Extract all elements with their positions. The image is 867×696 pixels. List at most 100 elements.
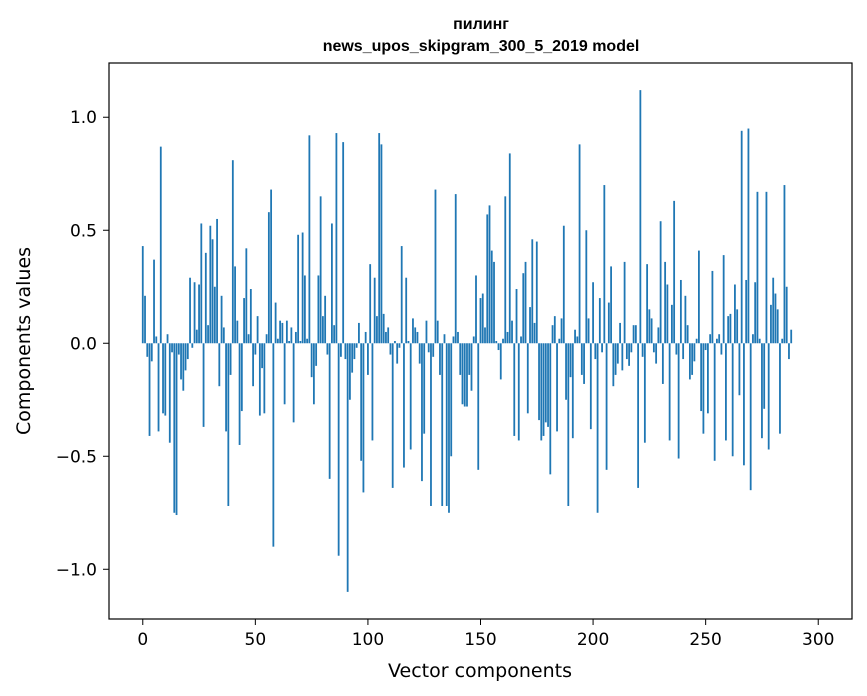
bar bbox=[569, 343, 572, 378]
bar bbox=[466, 343, 468, 407]
bar bbox=[722, 255, 725, 344]
bar bbox=[720, 343, 723, 355]
bar bbox=[254, 343, 257, 355]
bar bbox=[349, 343, 351, 400]
bar bbox=[220, 295, 223, 344]
bar bbox=[407, 341, 410, 344]
bar bbox=[783, 185, 786, 344]
bar bbox=[283, 343, 286, 405]
bar bbox=[655, 343, 658, 364]
bar bbox=[245, 248, 248, 344]
bar bbox=[756, 191, 759, 344]
bar bbox=[209, 225, 212, 344]
bar bbox=[587, 318, 590, 344]
bar bbox=[144, 295, 146, 344]
bar bbox=[207, 325, 209, 344]
bar bbox=[231, 160, 234, 344]
bar bbox=[596, 343, 599, 513]
bar bbox=[610, 266, 612, 344]
bar bbox=[736, 309, 739, 344]
bar bbox=[299, 341, 302, 344]
bar bbox=[258, 343, 261, 416]
bar bbox=[713, 343, 716, 461]
bar bbox=[770, 304, 772, 344]
bar bbox=[358, 322, 360, 344]
bar bbox=[198, 284, 200, 344]
bar bbox=[461, 343, 464, 405]
bar bbox=[641, 343, 644, 357]
bar bbox=[495, 341, 498, 344]
y-axis: −1.0 −0.5 0.0 0.5 1.0 bbox=[56, 108, 109, 580]
bar bbox=[387, 327, 390, 344]
bar bbox=[484, 327, 486, 344]
bar bbox=[238, 343, 241, 445]
bar bbox=[414, 327, 417, 344]
bar bbox=[621, 343, 624, 371]
bar bbox=[448, 343, 450, 513]
bar bbox=[371, 343, 374, 441]
bar bbox=[367, 343, 369, 375]
bar bbox=[637, 343, 640, 488]
bar bbox=[173, 343, 176, 513]
bar bbox=[754, 282, 757, 344]
bar bbox=[477, 343, 480, 470]
bar bbox=[360, 343, 363, 461]
bar bbox=[256, 316, 259, 344]
x-tick-label: 250 bbox=[689, 630, 721, 650]
bar bbox=[727, 316, 730, 344]
bar bbox=[497, 343, 500, 351]
x-tick-label: 0 bbox=[137, 630, 148, 650]
bar bbox=[385, 331, 387, 344]
bar bbox=[166, 334, 169, 344]
bar bbox=[351, 343, 354, 373]
bar bbox=[603, 185, 606, 344]
bar bbox=[639, 90, 642, 344]
bar bbox=[175, 343, 178, 516]
y-tick-label: 0.5 bbox=[70, 221, 97, 241]
bar bbox=[396, 343, 399, 364]
x-tick-label: 200 bbox=[577, 630, 609, 650]
bar bbox=[403, 343, 405, 468]
bar bbox=[297, 234, 300, 344]
bar bbox=[240, 343, 243, 412]
bar bbox=[547, 343, 549, 427]
bar bbox=[355, 343, 358, 348]
bar bbox=[670, 304, 673, 344]
bar bbox=[180, 343, 182, 380]
bar bbox=[479, 298, 482, 344]
bar bbox=[425, 320, 428, 344]
bar bbox=[452, 336, 455, 344]
bar bbox=[709, 334, 712, 344]
bar bbox=[652, 343, 655, 353]
bar bbox=[153, 259, 155, 344]
bar bbox=[634, 325, 637, 344]
bar bbox=[542, 343, 545, 436]
bar bbox=[416, 331, 419, 344]
bar bbox=[168, 343, 171, 443]
bar bbox=[522, 273, 525, 344]
bar bbox=[398, 343, 401, 348]
bar bbox=[382, 313, 385, 344]
bar bbox=[583, 343, 585, 384]
x-axis-label: Vector components bbox=[388, 660, 572, 682]
bar bbox=[249, 289, 252, 344]
bar bbox=[540, 343, 543, 441]
bar bbox=[486, 214, 489, 344]
bar bbox=[321, 316, 324, 344]
bar bbox=[738, 343, 741, 396]
bar bbox=[643, 343, 646, 443]
bar bbox=[558, 338, 561, 344]
bar bbox=[520, 336, 522, 344]
bar bbox=[162, 343, 164, 414]
bar bbox=[646, 264, 649, 344]
bar bbox=[605, 343, 608, 470]
bar bbox=[781, 338, 784, 344]
bar bbox=[234, 266, 236, 344]
bar bbox=[454, 194, 457, 344]
bar bbox=[155, 336, 158, 344]
bar bbox=[531, 239, 534, 344]
bar bbox=[270, 189, 273, 344]
bar bbox=[533, 322, 536, 344]
bar bbox=[326, 343, 329, 355]
bar bbox=[594, 343, 597, 360]
